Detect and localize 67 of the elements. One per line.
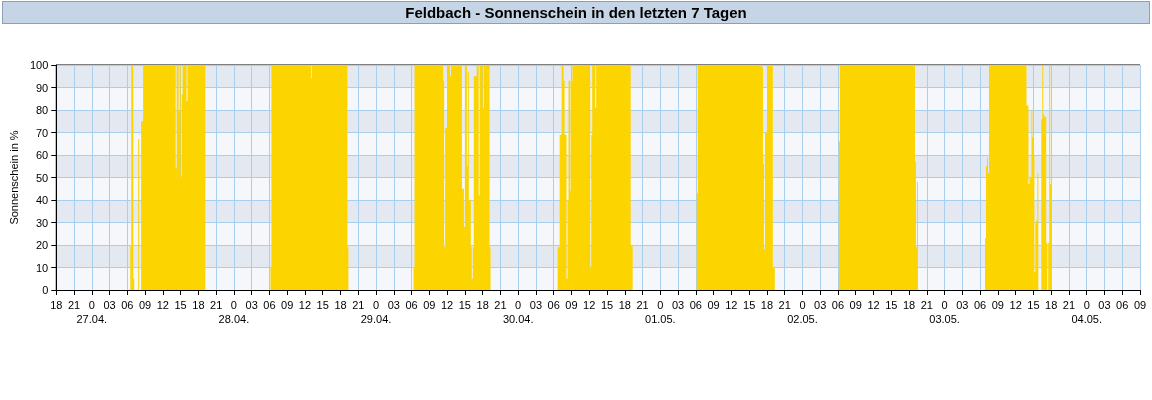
y-tick-label: 20 [36, 239, 49, 251]
y-tick-label: 0 [42, 284, 49, 296]
x-tick-label: 18 [618, 299, 631, 311]
x-tick-label: 18 [1045, 299, 1058, 311]
y-tick-label: 80 [36, 104, 49, 116]
x-tick-label: 06 [973, 299, 987, 311]
x-tick-label: 03 [245, 299, 258, 311]
x-tick-label: 09 [991, 299, 1004, 311]
x-tick-label: 06 [689, 299, 702, 311]
x-tick-label: 12 [583, 299, 596, 311]
x-tick-label: 03 [387, 299, 400, 311]
x-tick-label: 18 [334, 299, 347, 311]
x-tick-label: 12 [156, 299, 169, 311]
x-tick-label: 03 [814, 299, 827, 311]
x-tick-label: 21 [1062, 299, 1076, 311]
y-tick-label: 100 [29, 59, 49, 71]
y-tick-label: 50 [36, 171, 49, 184]
x-tick-label: 06 [263, 299, 276, 311]
x-tick-label: 18 [760, 299, 774, 311]
x-tick-label: 12 [725, 299, 738, 311]
x-tick-label: 21 [494, 299, 507, 311]
chart-title: Feldbach - Sonnenschein in den letzten 7 Tagen [2, 1, 1150, 24]
x-tick-label: 03 [671, 299, 685, 311]
x-tick-label: 06 [547, 299, 560, 311]
x-tick-label: 06 [1116, 299, 1129, 311]
x-tick-label: 15 [458, 299, 471, 311]
x-tick-label: 03 [1098, 299, 1111, 311]
x-tick-label: 09 [423, 299, 436, 311]
x-tick-label: 15 [743, 299, 756, 311]
x-tick-label: 09 [138, 299, 152, 311]
y-axis-title: Sonnenschein in % [7, 130, 20, 225]
y-tick-label: 30 [36, 216, 49, 229]
x-tick-label: 09 [849, 299, 862, 311]
x-tick-label: 09 [281, 299, 294, 311]
x-tick-label: 18 [192, 299, 205, 311]
x-tick-label: 21 [778, 299, 791, 311]
y-tick-label: 70 [36, 126, 49, 139]
x-tick-label: 15 [1027, 299, 1040, 311]
x-tick-label: 18 [50, 299, 63, 311]
x-tick-label: 21 [636, 299, 649, 311]
x-tick-label: 09 [1133, 299, 1147, 311]
x-tick-label: 03 [529, 299, 543, 311]
x-tick-label: 12 [440, 299, 454, 311]
x-tick-label: 06 [405, 299, 418, 311]
y-tick-label: 10 [36, 261, 49, 274]
x-tick-label: 12 [1009, 299, 1022, 311]
x-tick-label: 15 [885, 299, 898, 311]
x-tick-label: 12 [867, 299, 880, 311]
y-tick-label: 60 [36, 149, 49, 161]
x-tick-label: 18 [902, 299, 916, 311]
x-tick-label: 09 [565, 299, 578, 311]
x-tick-label: 06 [121, 299, 134, 311]
x-tick-label: 18 [476, 299, 489, 311]
y-tick-label: 40 [36, 194, 49, 206]
x-tick-label: 06 [831, 299, 845, 311]
x-tick-label: 15 [174, 299, 187, 311]
x-tick-label: 21 [920, 299, 933, 311]
x-tick-label: 03 [103, 299, 116, 311]
y-tick-label: 90 [36, 81, 49, 94]
x-tick-label: 03 [956, 299, 969, 311]
x-tick-label: 21 [210, 299, 223, 311]
x-tick-label: 09 [707, 299, 720, 311]
x-tick-label: 21 [67, 299, 81, 311]
x-tick-label: 15 [316, 299, 329, 311]
x-tick-label: 15 [600, 299, 614, 311]
x-tick-label: 12 [298, 299, 312, 311]
x-tick-label: 21 [352, 299, 365, 311]
